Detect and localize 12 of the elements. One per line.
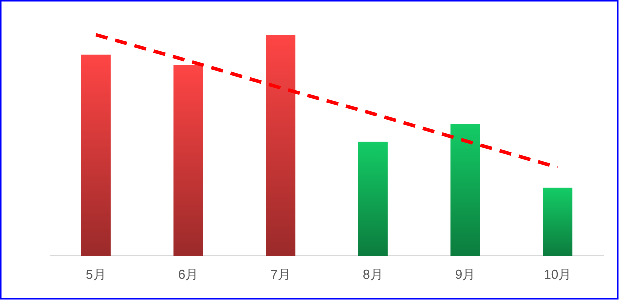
x-tick-label: 6月: [178, 267, 199, 282]
x-tick-label: 8月: [363, 267, 384, 282]
x-tick-label: 5月: [86, 267, 106, 282]
x-tick-label: 7月: [270, 267, 291, 282]
x-tick-label: 9月: [455, 267, 476, 282]
bar: [174, 65, 204, 256]
bar: [450, 124, 480, 256]
bar: [358, 142, 388, 256]
bar: [266, 35, 296, 256]
bar: [543, 188, 573, 256]
bar: [81, 54, 111, 256]
x-tick-label: 10月: [544, 267, 572, 282]
